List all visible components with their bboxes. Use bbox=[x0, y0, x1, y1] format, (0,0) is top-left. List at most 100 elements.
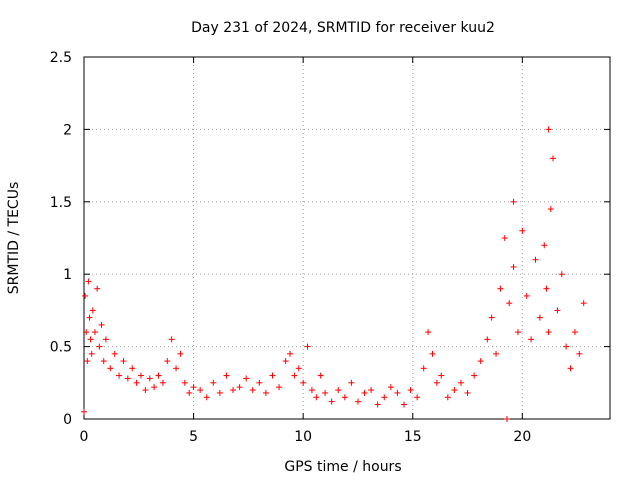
data-point bbox=[576, 350, 583, 357]
data-point bbox=[120, 358, 127, 365]
data-point bbox=[387, 384, 394, 391]
data-point bbox=[348, 379, 355, 386]
data-point bbox=[381, 394, 388, 401]
data-point bbox=[155, 372, 162, 379]
data-point bbox=[287, 350, 294, 357]
data-point bbox=[107, 365, 114, 372]
data-point bbox=[81, 408, 87, 415]
data-point bbox=[444, 394, 451, 401]
data-point bbox=[91, 329, 98, 336]
data-point bbox=[89, 307, 96, 314]
data-point bbox=[291, 372, 298, 379]
data-point bbox=[82, 292, 89, 299]
data-point bbox=[506, 300, 513, 307]
data-point bbox=[146, 375, 153, 382]
data-point bbox=[83, 329, 90, 336]
data-point bbox=[400, 401, 407, 408]
data-point bbox=[223, 372, 230, 379]
y-tick-label: 0.5 bbox=[50, 340, 72, 356]
data-point bbox=[177, 350, 184, 357]
data-point bbox=[457, 379, 464, 386]
data-point bbox=[571, 329, 578, 336]
data-point bbox=[558, 271, 565, 278]
y-tick-label: 2 bbox=[63, 122, 72, 138]
data-point bbox=[433, 379, 440, 386]
data-point bbox=[133, 379, 140, 386]
data-point bbox=[541, 242, 548, 249]
data-point bbox=[137, 372, 144, 379]
data-point bbox=[394, 389, 401, 396]
data-point bbox=[484, 336, 491, 343]
data-point bbox=[563, 343, 570, 350]
data-point bbox=[532, 256, 539, 263]
y-tick-label: 0 bbox=[63, 412, 72, 428]
data-point bbox=[203, 394, 210, 401]
data-point bbox=[87, 336, 94, 343]
data-point bbox=[550, 155, 557, 162]
data-point bbox=[335, 387, 342, 394]
data-point bbox=[129, 365, 136, 372]
data-point bbox=[142, 387, 149, 394]
data-point bbox=[407, 387, 414, 394]
data-point bbox=[374, 401, 381, 408]
y-tick-label: 2.5 bbox=[50, 50, 72, 66]
axis-ticks: 0 5 10 15 20 0 0.5 1 1.5 2 2.5 bbox=[50, 50, 610, 445]
x-tick-label: 0 bbox=[80, 429, 89, 445]
data-point bbox=[545, 329, 552, 336]
data-point bbox=[471, 372, 478, 379]
data-point bbox=[151, 384, 158, 391]
data-point bbox=[269, 372, 276, 379]
x-axis-label: GPS time / hours bbox=[284, 459, 401, 475]
data-point bbox=[477, 358, 484, 365]
data-point bbox=[88, 350, 95, 357]
y-axis-label: SRMTID / TECUs bbox=[6, 182, 22, 295]
data-point bbox=[300, 379, 307, 386]
data-point bbox=[190, 384, 197, 391]
x-tick-label: 15 bbox=[404, 429, 422, 445]
data-point bbox=[249, 387, 256, 394]
data-point bbox=[567, 365, 574, 372]
data-point bbox=[554, 307, 561, 314]
plot-frame bbox=[83, 56, 611, 420]
data-point bbox=[96, 343, 103, 350]
data-point bbox=[236, 384, 243, 391]
data-point bbox=[414, 394, 421, 401]
data-point bbox=[86, 314, 93, 321]
data-point bbox=[497, 285, 504, 292]
data-point bbox=[317, 372, 324, 379]
data-point bbox=[425, 329, 432, 336]
x-tick-label: 10 bbox=[294, 429, 312, 445]
chart-title: Day 231 of 2024, SRMTID for receiver kuu… bbox=[191, 20, 495, 36]
data-point bbox=[464, 389, 471, 396]
data-point bbox=[580, 300, 587, 307]
data-point bbox=[438, 372, 445, 379]
data-point bbox=[519, 227, 526, 234]
data-point bbox=[308, 387, 315, 394]
data-point bbox=[210, 379, 217, 386]
data-point bbox=[361, 389, 368, 396]
data-point bbox=[159, 379, 166, 386]
x-tick-label: 5 bbox=[189, 429, 198, 445]
data-point bbox=[523, 292, 530, 299]
data-point bbox=[341, 394, 348, 401]
data-point bbox=[295, 365, 302, 372]
outlier-point bbox=[503, 416, 510, 422]
data-point bbox=[98, 321, 105, 328]
data-point bbox=[262, 389, 269, 396]
data-point bbox=[514, 329, 521, 336]
data-point bbox=[328, 398, 335, 405]
data-point bbox=[173, 365, 180, 372]
data-point bbox=[181, 379, 188, 386]
data-point bbox=[94, 285, 101, 292]
data-point bbox=[451, 387, 458, 394]
data-point bbox=[528, 336, 535, 343]
data-point bbox=[354, 398, 361, 405]
outlier-point bbox=[545, 126, 552, 133]
data-point bbox=[304, 343, 311, 350]
data-point bbox=[124, 375, 131, 382]
data-point bbox=[501, 235, 508, 241]
data-point bbox=[216, 389, 223, 396]
data-point bbox=[84, 358, 91, 365]
data-point bbox=[488, 314, 495, 321]
